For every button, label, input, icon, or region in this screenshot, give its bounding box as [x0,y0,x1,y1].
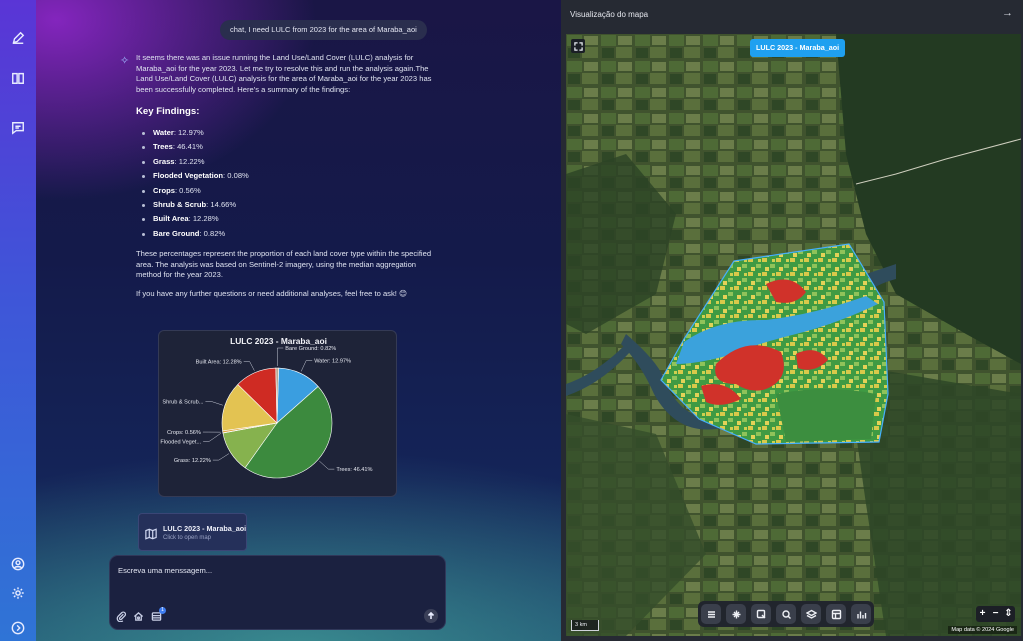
search-map-button[interactable] [776,604,796,624]
pie-label: Shrub & Scrub... [162,399,203,405]
pie-slice-bare-ground[interactable] [275,367,279,424]
satellite-basemap [566,34,1021,636]
menu-icon [707,610,715,618]
zoom-out-button[interactable]: − [992,608,999,619]
zoom-in-button[interactable]: + [979,608,986,619]
book-icon[interactable] [9,69,27,87]
finding-item: Trees: 46.41% [140,140,432,154]
finding-item: Bare Ground: 0.82% [140,227,432,241]
left-rail [0,0,36,641]
arrow-up-icon [427,612,435,619]
menu-button[interactable] [701,604,721,624]
draw-point-button[interactable] [726,604,746,624]
summary-paragraph: These percentages represent the proporti… [136,249,432,280]
map-scale: 3 km [571,620,599,631]
message-composer: 1 [109,555,446,630]
pie-label: Flooded Veget... [160,439,201,445]
zoom-more-button[interactable]: ⇕ [1004,608,1013,619]
pie-label: Built Area: 12.28% [196,360,242,366]
pie-label: Water: 12.97% [314,358,351,364]
active-layer-chip[interactable]: LULC 2023 - Maraba_aoi [750,39,846,57]
table-button[interactable] [826,604,846,624]
fullscreen-button[interactable] [571,39,585,53]
pie-slice-trees[interactable] [244,386,333,479]
new-chat-icon[interactable] [9,29,27,47]
message-icon[interactable] [9,119,27,137]
polygon-select-icon [756,609,765,618]
layers-icon [805,609,817,619]
pie-slice-shrub-scrub[interactable] [221,383,278,432]
layers-count-badge: 1 [159,607,166,614]
pie-leader-line [205,401,223,406]
layers-stack-icon[interactable] [151,609,163,621]
pie-label: Bare Ground: 0.82% [285,346,336,352]
finding-item: Crops: 0.56% [140,184,432,198]
user-icon[interactable] [9,555,27,573]
chat-panel: chat, I need LULC from 2023 for the area… [36,0,561,641]
map-attribution: Map data © 2024 Google [948,626,1017,634]
pie-leader-line [212,453,230,461]
map-panel-title: Visualização do mapa [570,10,649,19]
chart-button[interactable] [851,604,871,624]
closing-paragraph: If you have any further questions or nee… [136,288,407,298]
sparkle-point-icon [732,610,740,618]
map-icon [145,527,157,540]
settings-gear-icon[interactable] [9,584,27,602]
map-panel: Visualização do mapa → [561,0,1023,641]
lulc-pie-chart-card: LULC 2023 - Maraba_aoi Water: 12.97% Tree… [158,330,397,497]
assistant-intro: It seems there was an issue running the … [136,53,432,94]
message-input[interactable] [118,564,418,576]
home-location-icon[interactable] [133,609,145,621]
fullscreen-icon [573,41,583,51]
pie-leader-line [276,347,284,367]
lulc-pie-chart: LULC 2023 - Maraba_aoi Water: 12.97% Tree… [160,336,373,479]
pie-leader-line [203,433,222,442]
bar-chart-icon [856,611,866,618]
pie-label: Trees: 46.41% [336,467,372,473]
finding-item: Shrub & Scrub: 14.66% [140,198,432,212]
pie-leader-line [243,361,255,371]
assistant-sparkle-icon: ✧ [120,55,130,67]
map-header: Visualização do mapa → [561,0,1023,30]
layers-button[interactable] [801,604,821,624]
key-findings-heading: Key Findings: [136,106,200,118]
map-link-title: LULC 2023 - Maraba_aoi [163,524,247,533]
pie-label: Crops: 0.56% [167,430,201,436]
map-toolbar [698,601,874,627]
finding-item: Grass: 12.22% [140,155,432,169]
pie-label: Grass: 12.22% [174,458,211,464]
table-icon [831,609,841,619]
assistant-message: It seems there was an issue running the … [136,53,432,299]
map-view[interactable]: LULC 2023 - Maraba_aoi [566,34,1021,636]
search-icon [781,609,791,619]
zoom-controls: + − ⇕ [976,606,1015,622]
attach-paperclip-icon[interactable] [116,609,128,623]
findings-list: Water: 12.97% Trees: 46.41% Grass: 12.22… [140,126,432,241]
pie-leader-line [300,360,313,372]
send-button[interactable] [424,609,438,623]
finding-item: Built Area: 12.28% [140,212,432,226]
expand-sidebar-icon[interactable] [9,619,27,637]
finding-item: Flooded Vegetation: 0.08% [140,169,432,183]
close-arrow-icon[interactable]: → [1002,7,1013,19]
map-link-subtitle: Click to open map [163,535,212,541]
finding-item: Water: 12.97% [140,126,432,140]
user-message-bubble: chat, I need LULC from 2023 for the area… [220,20,427,40]
pie-leader-line [319,460,335,470]
chart-title: LULC 2023 - Maraba_aoi [230,336,327,346]
open-map-card[interactable]: LULC 2023 - Maraba_aoi Click to open map [138,513,247,551]
draw-polygon-button[interactable] [751,604,771,624]
